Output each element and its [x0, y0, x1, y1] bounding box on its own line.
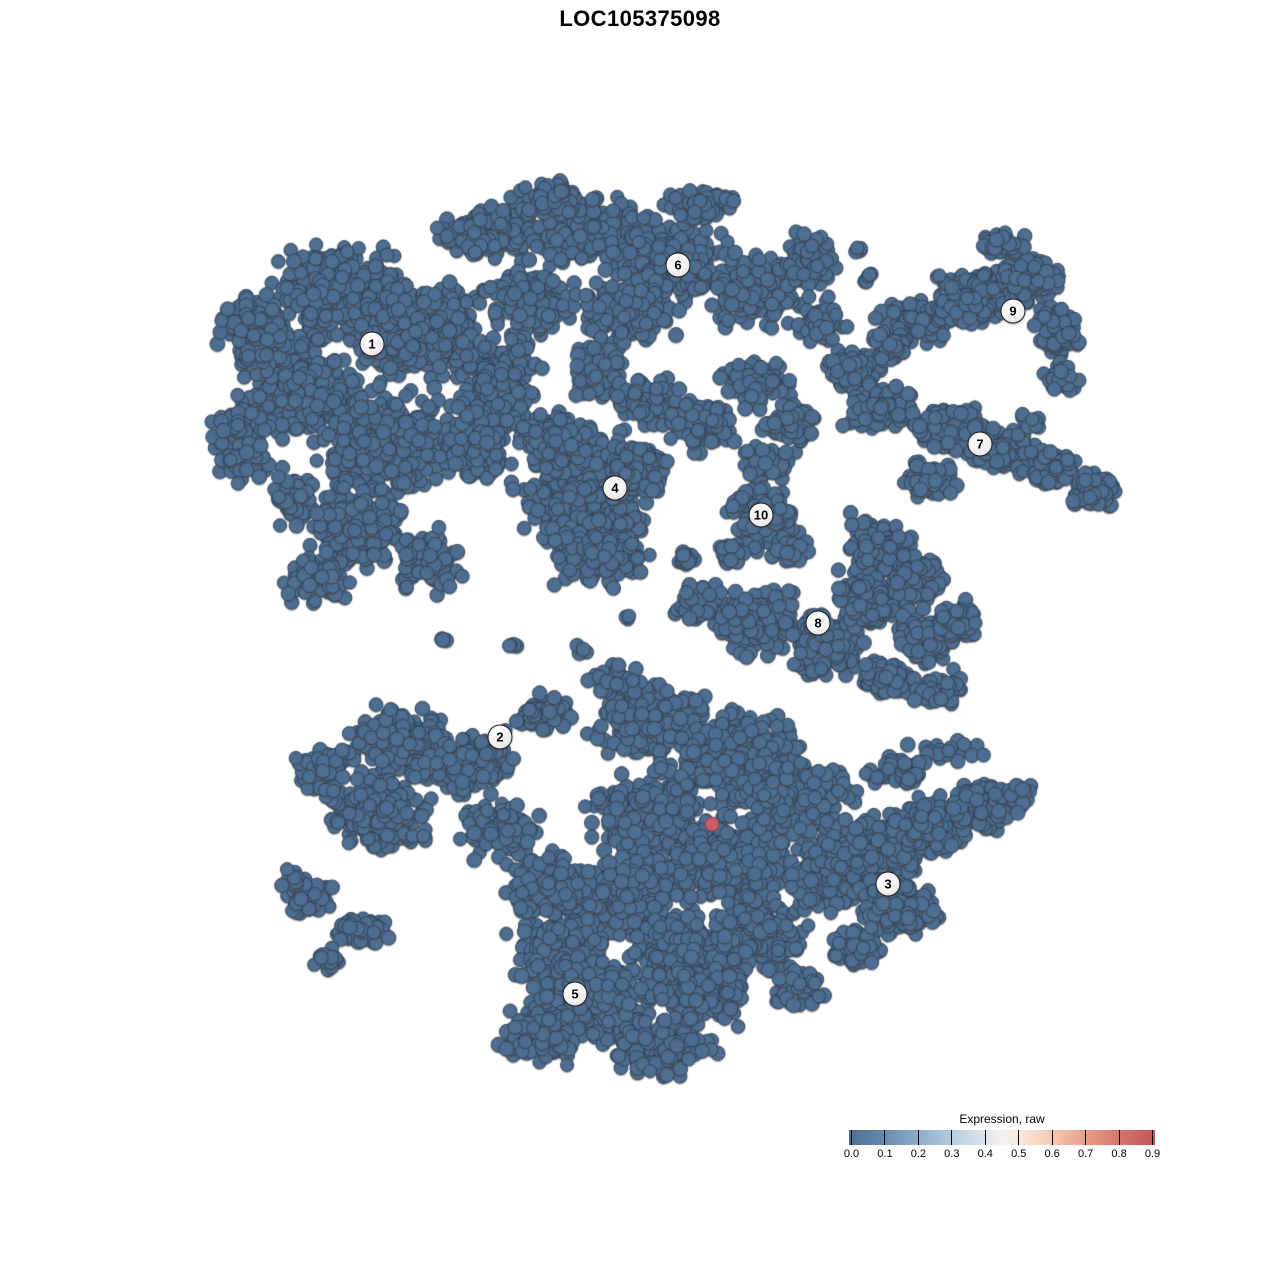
cluster-label-4: 4 [602, 475, 628, 501]
cluster-label-9: 9 [1000, 298, 1026, 324]
legend-tick-labels: 0.0 0.1 0.2 0.3 0.4 0.5 0.6 0.7 0.8 0.9 [844, 1148, 1160, 1161]
cluster-label-6: 6 [665, 252, 691, 278]
cluster-label-1: 1 [359, 331, 385, 357]
legend-tick-mark [984, 1130, 986, 1145]
cluster-label-8: 8 [805, 610, 831, 636]
cluster-label-7: 7 [967, 431, 993, 457]
legend-tick-mark [951, 1130, 953, 1145]
legend-tick-label: 0.0 [843, 1148, 860, 1160]
legend-tick-label: 0.1 [877, 1148, 893, 1160]
cluster-label-5: 5 [562, 981, 588, 1007]
legend-tick-label: 0.4 [977, 1148, 993, 1160]
legend-tick-mark [884, 1130, 886, 1145]
legend-tick-mark [1018, 1130, 1020, 1145]
cluster-label-2: 2 [487, 724, 513, 750]
legend-tick-label: 0.2 [910, 1148, 927, 1160]
legend-tick-label: 0.9 [1144, 1148, 1161, 1160]
legend-tick-label: 0.7 [1077, 1148, 1094, 1160]
legend-tick-mark [1051, 1130, 1053, 1145]
legend-tick-label: 0.3 [944, 1148, 960, 1160]
legend-colorbar [849, 1130, 1155, 1145]
legend-tick-mark [1118, 1130, 1120, 1145]
legend-tick-label: 0.5 [1011, 1148, 1027, 1160]
expression-legend: Expression, raw 0.0 0.1 0.2 0.3 0.4 0.5 0.6 0.7… [844, 1112, 1160, 1161]
legend-tick-label: 0.8 [1111, 1148, 1127, 1160]
legend-tick-label: 0.6 [1044, 1148, 1060, 1160]
legend-title: Expression, raw [959, 1112, 1045, 1126]
cluster-label-10: 10 [748, 502, 774, 528]
legend-tick-mark [1152, 1130, 1153, 1145]
legend-tick-mark [1085, 1130, 1087, 1145]
legend-tick-mark [851, 1130, 852, 1145]
cluster-label-3: 3 [875, 871, 901, 897]
legend-tick-mark [917, 1130, 919, 1145]
